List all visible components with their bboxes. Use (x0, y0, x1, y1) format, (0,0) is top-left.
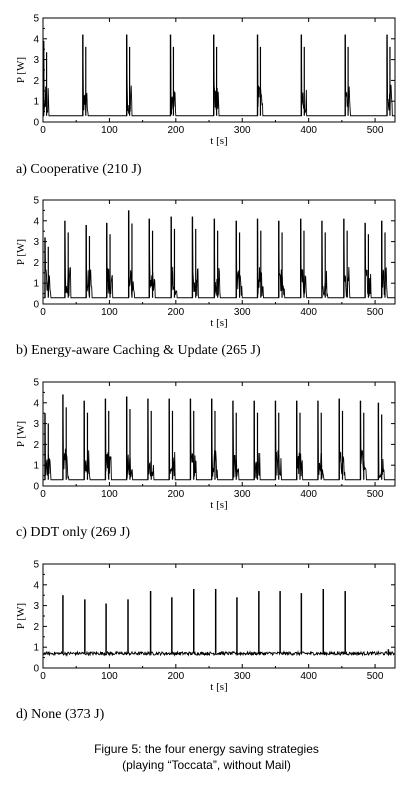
panel-caption-c: c) DDT only (269 J) (16, 525, 131, 540)
power-trace-line (43, 394, 395, 481)
chart-panel-0: 0 100 200 300 400 500 0 1 2 3 4 5 t [s] P [W] (15, 14, 396, 147)
panel-caption-d: d) None (373 J) (16, 707, 105, 722)
x-tick-label: 0 (40, 307, 46, 318)
y-tick-label: 5 (33, 14, 39, 25)
y-tick-label: 2 (33, 258, 39, 269)
x-tick-label: 100 (101, 671, 118, 682)
chart-panel-2: 0 100 200 300 400 500 0 1 2 3 4 5 t [s] P [W] (15, 378, 396, 511)
chart-panel-1: 0 100 200 300 400 500 0 1 2 3 4 5 t [s] P [W] (15, 196, 396, 329)
y-tick-label: 5 (33, 196, 39, 207)
x-axis-label: t [s] (210, 499, 227, 511)
y-tick-label: 5 (33, 560, 39, 571)
x-tick-label: 500 (367, 671, 384, 682)
y-tick-label: 1 (33, 97, 39, 108)
y-tick-label: 4 (33, 398, 39, 409)
y-axis-label: P [W] (15, 239, 27, 265)
y-tick-label: 1 (33, 643, 39, 654)
x-axis-label: t [s] (210, 135, 227, 147)
y-axis-label: P [W] (15, 421, 27, 447)
x-tick-label: 0 (40, 125, 46, 136)
y-tick-label: 4 (33, 34, 39, 45)
x-tick-label: 100 (101, 307, 118, 318)
y-axis-label: P [W] (15, 57, 27, 83)
y-tick-label: 0 (33, 664, 39, 675)
x-tick-label: 300 (234, 671, 251, 682)
power-trace-line (43, 34, 395, 117)
x-tick-label: 0 (40, 489, 46, 500)
x-tick-label: 200 (167, 489, 184, 500)
panel-caption-b: b) Energy-aware Caching & Update (265 J) (16, 343, 261, 358)
x-tick-label: 200 (167, 307, 184, 318)
y-tick-label: 5 (33, 378, 39, 389)
y-tick-label: 3 (33, 237, 39, 248)
x-tick-label: 400 (300, 489, 317, 500)
figure-caption-line-1: Figure 5: the four energy saving strateg… (94, 742, 319, 756)
x-tick-label: 500 (367, 307, 384, 318)
x-tick-label: 500 (367, 125, 384, 136)
y-tick-label: 3 (33, 601, 39, 612)
y-tick-label: 1 (33, 461, 39, 472)
x-tick-label: 400 (300, 307, 317, 318)
y-axis-label: P [W] (15, 603, 27, 629)
figure-caption-line-2: (playing “Toccata”, without Mail) (122, 758, 291, 772)
x-tick-label: 300 (234, 489, 251, 500)
y-tick-label: 2 (33, 440, 39, 451)
chart-panel-3: 0 100 200 300 400 500 0 1 2 3 4 5 t [s] P [W] (15, 560, 396, 693)
x-tick-label: 500 (367, 489, 384, 500)
panel-caption-a: a) Cooperative (210 J) (16, 162, 142, 177)
x-axis-label: t [s] (210, 317, 227, 329)
y-tick-label: 2 (33, 622, 39, 633)
y-tick-label: 4 (33, 216, 39, 227)
x-tick-label: 400 (300, 125, 317, 136)
y-tick-label: 0 (33, 482, 39, 493)
y-tick-label: 3 (33, 55, 39, 66)
y-tick-label: 3 (33, 419, 39, 430)
x-tick-label: 200 (167, 671, 184, 682)
x-tick-label: 400 (300, 671, 317, 682)
x-axis-label: t [s] (210, 681, 227, 693)
x-tick-label: 300 (234, 307, 251, 318)
y-tick-label: 2 (33, 76, 39, 87)
x-tick-label: 100 (101, 489, 118, 500)
power-trace-line (43, 210, 395, 299)
x-tick-label: 0 (40, 671, 46, 682)
y-tick-label: 0 (33, 300, 39, 311)
power-trace-line (42, 650, 395, 657)
y-tick-label: 4 (33, 580, 39, 591)
y-tick-label: 1 (33, 279, 39, 290)
x-tick-label: 200 (167, 125, 184, 136)
y-tick-label: 0 (33, 118, 39, 129)
x-tick-label: 100 (101, 125, 118, 136)
x-tick-label: 300 (234, 125, 251, 136)
plot-frame (42, 199, 396, 305)
